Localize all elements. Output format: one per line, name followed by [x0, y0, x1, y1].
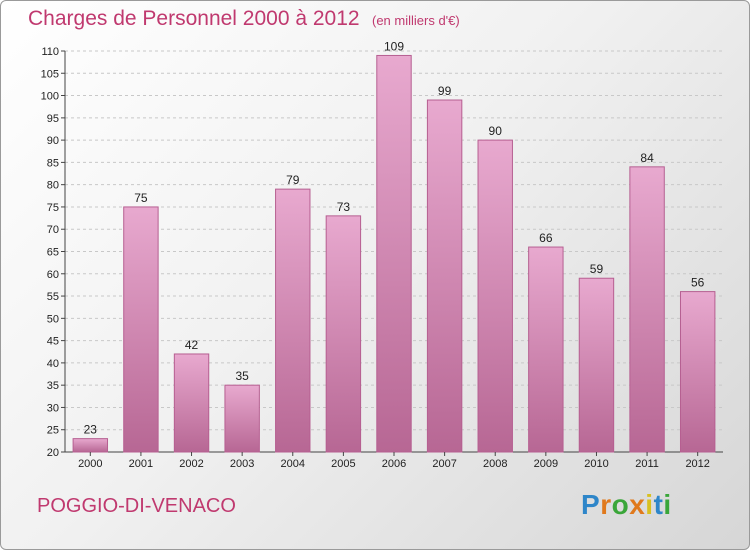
x-tick-label: 2007: [432, 458, 456, 470]
y-tick-label: 20: [47, 447, 59, 459]
y-tick-label: 50: [47, 313, 59, 325]
data-label: 109: [384, 39, 404, 53]
proxiti-logo: Proxiti: [581, 489, 672, 521]
x-tick-label: 2012: [685, 458, 709, 470]
y-tick-label: 85: [47, 157, 59, 169]
bar: [173, 353, 210, 453]
bar: [679, 291, 716, 453]
logo-letter: r: [600, 489, 612, 520]
bar: [275, 188, 311, 453]
chart-title: Charges de Personnel 2000 à 2012: [28, 7, 360, 30]
y-tick-label: 100: [41, 91, 59, 103]
logo-letter: o: [611, 489, 630, 520]
y-tick-label: 95: [47, 113, 59, 125]
x-tick-label: 2011: [635, 458, 659, 470]
bar: [426, 99, 463, 453]
bar: [72, 438, 109, 453]
data-label: 90: [489, 124, 503, 138]
bar: [376, 54, 412, 453]
data-label: 84: [640, 151, 654, 165]
y-tick-label: 75: [47, 202, 59, 214]
y-tick-label: 110: [41, 46, 59, 58]
bar: [325, 215, 362, 453]
data-label: 35: [235, 369, 249, 383]
x-tick-label: 2008: [483, 458, 507, 470]
chart-subtitle: (en milliers d'€): [372, 13, 460, 28]
data-label: 79: [286, 173, 300, 187]
y-tick-label: 25: [47, 425, 59, 437]
bar: [578, 277, 615, 453]
y-tick-label: 45: [47, 336, 59, 348]
y-tick-label: 105: [41, 68, 59, 80]
bar: [629, 166, 665, 453]
logo-letter: i: [645, 489, 654, 520]
bar: [224, 384, 260, 453]
data-label: 59: [590, 262, 604, 276]
x-tick-label: 2002: [179, 458, 203, 470]
bar: [123, 206, 159, 453]
x-tick-label: 2010: [584, 458, 608, 470]
logo-letter: t: [653, 489, 664, 520]
y-tick-label: 60: [47, 269, 59, 281]
logo-letter: x: [629, 489, 646, 520]
y-tick-label: 35: [47, 380, 59, 392]
logo-letter: P: [581, 489, 601, 520]
y-tick-label: 80: [47, 180, 59, 192]
x-tick-label: 2000: [78, 458, 102, 470]
data-label: 66: [539, 231, 553, 245]
bar: [528, 246, 564, 453]
data-label: 73: [337, 200, 351, 214]
data-label: 42: [185, 338, 199, 352]
bar: [477, 139, 513, 453]
x-tick-label: 2005: [331, 458, 355, 470]
y-tick-label: 90: [47, 135, 59, 147]
y-tick-label: 55: [47, 291, 59, 303]
y-tick-label: 65: [47, 247, 59, 259]
y-tick-label: 70: [47, 224, 59, 236]
x-tick-label: 2001: [129, 458, 153, 470]
data-label: 99: [438, 84, 452, 98]
x-tick-label: 2004: [281, 458, 305, 470]
x-tick-label: 2009: [534, 458, 558, 470]
data-label: 56: [691, 276, 705, 290]
y-tick-label: 40: [47, 358, 59, 370]
x-tick-label: 2003: [230, 458, 254, 470]
y-tick-label: 30: [47, 402, 59, 414]
data-label: 75: [134, 191, 148, 205]
commune-name: POGGIO-DI-VENACO: [37, 495, 236, 517]
logo-letter: i: [663, 489, 672, 520]
data-label: 23: [84, 423, 98, 437]
x-tick-label: 2006: [382, 458, 406, 470]
